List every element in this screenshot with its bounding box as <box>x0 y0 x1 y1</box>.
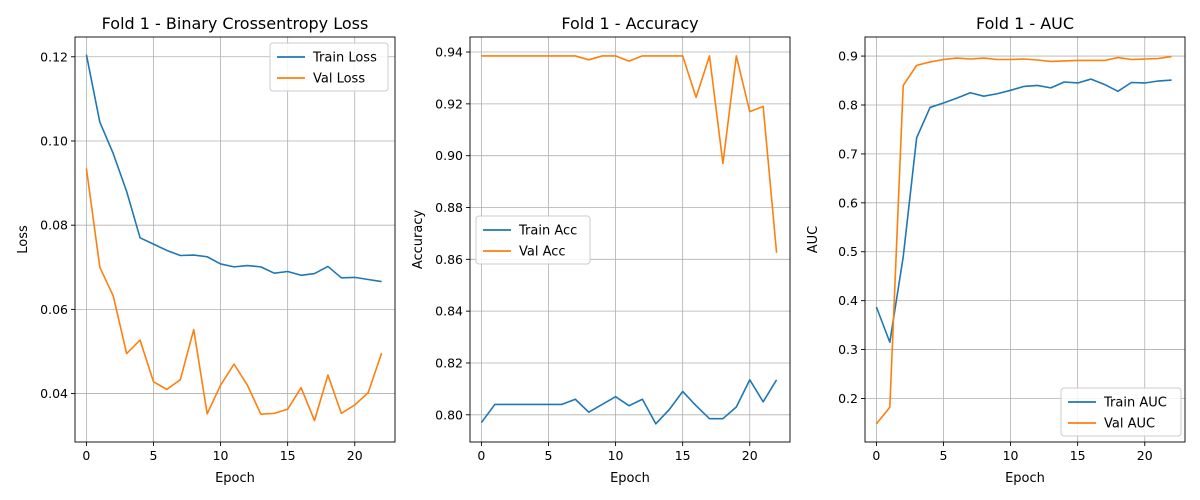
series-line-1 <box>85 54 382 283</box>
x-tick-label: 20 <box>1137 448 1153 463</box>
y-tick-label: 0.3 <box>838 342 858 357</box>
x-tick-label: 5 <box>940 448 948 463</box>
legend-label: Val AUC <box>1104 417 1155 432</box>
y-tick-label: 0.7 <box>838 146 858 161</box>
y-tick-label: 0.82 <box>435 355 463 370</box>
legend-box <box>269 42 389 92</box>
x-tick-label: 0 <box>477 448 485 463</box>
legend-label: Train Loss <box>312 51 377 66</box>
x-axis-label: Epoch <box>215 471 255 486</box>
legend-label: Val Loss <box>313 72 365 87</box>
x-tick-label: 10 <box>213 448 229 463</box>
y-tick-label: 0.2 <box>838 391 858 406</box>
x-tick-label: 10 <box>1003 448 1019 463</box>
legend: Train Loss Val Loss <box>269 42 389 92</box>
y-tick-label: 0.06 <box>40 302 68 317</box>
y-tick-label: 0.88 <box>435 200 463 215</box>
y-tick-label: 0.84 <box>435 304 463 319</box>
chart-panel-1: 0 5 10 15 20 0.04 0.06 0.08 0.10 0.12 Fold 1 - Bin… <box>16 14 396 486</box>
chart-title: Fold 1 - AUC <box>976 14 1074 33</box>
series-line-2 <box>875 55 1172 425</box>
y-tick-label: 0.4 <box>838 293 858 308</box>
y-tick-label: 0.04 <box>40 386 68 401</box>
y-tick-label: 0.90 <box>435 148 463 163</box>
y-tick-label: 0.9 <box>838 49 858 64</box>
y-tick-label: 0.92 <box>435 96 463 111</box>
legend-label: Val Acc <box>519 245 566 260</box>
axes-frame <box>469 36 791 443</box>
legend-box <box>1060 387 1182 437</box>
x-tick-label: 5 <box>150 448 158 463</box>
series-line-1 <box>480 379 778 425</box>
axes-frame <box>864 36 1186 443</box>
x-tick-label: 20 <box>742 448 758 463</box>
x-tick-label: 5 <box>545 448 553 463</box>
axes-frame <box>74 36 396 443</box>
legend: Train AUC Val AUC <box>1060 387 1182 437</box>
y-axis-label: Accuracy <box>411 210 426 270</box>
x-tick-label: 15 <box>1070 448 1086 463</box>
chart-title: Fold 1 - Binary Crossentropy Loss <box>102 14 369 33</box>
chart-panel-3: 0 5 10 15 20 0.2 0.3 0.4 0.5 0.6 0.7 0.8 0.9 Fold 1 -… <box>806 14 1186 486</box>
legend: Train Acc Val Acc <box>475 215 591 265</box>
y-tick-label: 0.80 <box>435 407 463 422</box>
chart-panel-2: 0 5 10 15 20 0.80 0.82 0.84 0.86 0.88 0.90 0.92 0.94… <box>411 14 791 486</box>
y-tick-label: 0.10 <box>40 133 68 148</box>
y-axis-label: Loss <box>16 225 31 254</box>
y-axis-label: AUC <box>806 226 821 254</box>
chart-title: Fold 1 - Accuracy <box>561 14 698 33</box>
y-tick-label: 0.6 <box>838 195 858 210</box>
legend-box <box>475 215 591 265</box>
x-axis-label: Epoch <box>610 471 650 486</box>
x-tick-label: 0 <box>82 448 90 463</box>
legend-label: Train Acc <box>518 224 577 239</box>
y-tick-label: 0.8 <box>838 97 858 112</box>
x-tick-label: 0 <box>872 448 880 463</box>
x-tick-label: 20 <box>347 448 363 463</box>
series-line-2 <box>481 55 778 253</box>
y-tick-label: 0.94 <box>435 45 463 60</box>
y-tick-label: 0.86 <box>435 252 463 267</box>
x-tick-label: 15 <box>675 448 691 463</box>
y-tick-label: 0.5 <box>838 244 858 259</box>
x-tick-label: 15 <box>280 448 296 463</box>
y-tick-label: 0.12 <box>40 49 68 64</box>
x-tick-label: 10 <box>608 448 624 463</box>
legend-label: Train AUC <box>1103 396 1167 411</box>
series-line-1 <box>875 78 1172 344</box>
series-line-2 <box>85 168 383 422</box>
x-axis-label: Epoch <box>1005 471 1045 486</box>
y-tick-label: 0.08 <box>40 218 68 233</box>
